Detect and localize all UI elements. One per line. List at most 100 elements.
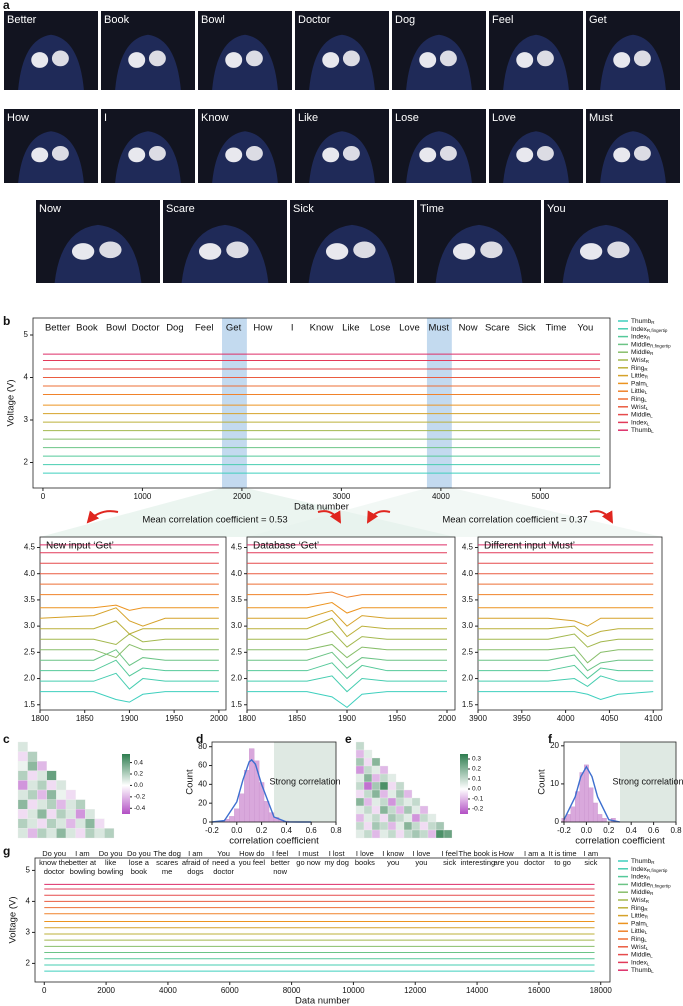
glove (633, 146, 651, 161)
heat-cell (403, 813, 413, 823)
legend-entry: ThumbL (631, 427, 654, 434)
word-label: Feel (195, 323, 213, 334)
x-tick-label: 3000 (332, 492, 350, 501)
heat-cell (403, 797, 413, 807)
legend-subscript: R,fingertip (647, 868, 668, 873)
sentence-label: afraid of (182, 858, 210, 867)
legend-subscript: R (651, 320, 655, 325)
sentence-label: doctor (44, 867, 65, 876)
photo-label: Must (589, 112, 613, 124)
sentence-label: books (355, 858, 375, 867)
legend-subscript: L (651, 969, 654, 974)
legend-subscript: L (646, 383, 649, 388)
sentence-label: The dog (153, 849, 181, 858)
x-tick-label: 14000 (466, 986, 489, 995)
photo-label: Dog (395, 14, 415, 26)
legend-entry: LittleR (631, 912, 649, 919)
bar (244, 770, 250, 823)
trace (40, 649, 219, 667)
trace (247, 591, 447, 598)
person (54, 224, 142, 283)
y-tick-label: 2.0 (231, 674, 243, 683)
heat-cell (363, 773, 373, 783)
photo-tile: How (4, 109, 98, 183)
heat-cell (27, 751, 38, 762)
x-tick-label: 1000 (134, 492, 152, 501)
heat-cell (403, 805, 413, 815)
glove (31, 52, 49, 68)
glove (419, 52, 437, 68)
sentence-label: Do you (127, 849, 151, 858)
glove (71, 243, 95, 260)
legend-name: Thumb (631, 318, 652, 325)
x-tick-label: 4000 (432, 492, 450, 501)
photo-tile: Love (489, 109, 583, 183)
colorbar (460, 754, 468, 814)
sentence-label: I am (188, 849, 203, 858)
heat-cell (371, 781, 381, 791)
heat-cell (371, 789, 381, 799)
heat-cell (75, 828, 86, 839)
person (309, 34, 375, 90)
word-label: Sick (518, 323, 536, 334)
colorbar-label: 0.3 (472, 756, 481, 763)
y-tick-label: 2 (24, 458, 29, 467)
legend-subscript: R (647, 876, 651, 881)
heat-cell (355, 813, 365, 823)
legend-subscript: R (647, 336, 651, 341)
y-tick-label: 40 (198, 779, 207, 788)
sentence-label: It is time (549, 849, 577, 858)
comparison-note: Mean correlation coefficient = 0.37 (442, 515, 587, 526)
trace (478, 654, 654, 672)
bar (592, 802, 598, 823)
legend-subscript: R (645, 375, 649, 380)
word-label: Lose (370, 323, 391, 334)
legend-entry: WristL (631, 404, 649, 411)
glove (536, 146, 554, 161)
heat-cell (37, 799, 47, 810)
legend-entry: ThumbL (631, 967, 654, 974)
trace (40, 604, 219, 611)
legend-entry: MiddleL (631, 951, 653, 958)
sentence-label: you feel (239, 858, 266, 867)
heat-cell (56, 789, 67, 800)
legend-subscript: R (644, 367, 648, 372)
y-tick-label: 4.0 (462, 569, 474, 578)
heat-cell (371, 829, 381, 839)
heat-cell (379, 773, 389, 783)
legend-name: Middle (631, 881, 651, 888)
panel-label: d (196, 732, 203, 746)
sentence-label: scares (156, 858, 178, 867)
heat-cell (379, 821, 389, 831)
legend-subscript: L (644, 938, 647, 943)
colorbar-label: -0.4 (134, 805, 146, 812)
glove (353, 241, 376, 259)
heat-cell (355, 805, 365, 815)
sentence-label: doctor (524, 858, 545, 867)
heat-cell (371, 805, 381, 815)
heat-cell (395, 829, 405, 839)
sentence-label: How (499, 849, 515, 858)
legend-entry: RingR (631, 365, 648, 372)
heat-cell (355, 773, 365, 783)
word-label: Love (399, 323, 420, 334)
x-tick-label: 0 (41, 492, 46, 501)
heat-cell (387, 789, 397, 799)
word-label: Dog (166, 323, 183, 334)
heat-cell (427, 821, 437, 831)
sentence-label: you (415, 858, 427, 867)
x-tick-label: 8000 (283, 986, 301, 995)
y-tick-label: 3.0 (462, 621, 474, 630)
heat-cell (379, 789, 389, 799)
legend-entry: WristR (631, 357, 650, 364)
legend-name: Palm (631, 920, 646, 927)
photo-tile: Now (36, 200, 160, 283)
legend-entry: MiddleR (631, 889, 654, 896)
word-label: You (577, 323, 593, 334)
legend-subscript: L (645, 930, 648, 935)
glove (633, 50, 651, 67)
heat-cell (94, 818, 105, 829)
heat-cell (427, 813, 437, 823)
photo-tile: Dog (392, 11, 486, 90)
y-tick-label: 3.5 (231, 595, 243, 604)
